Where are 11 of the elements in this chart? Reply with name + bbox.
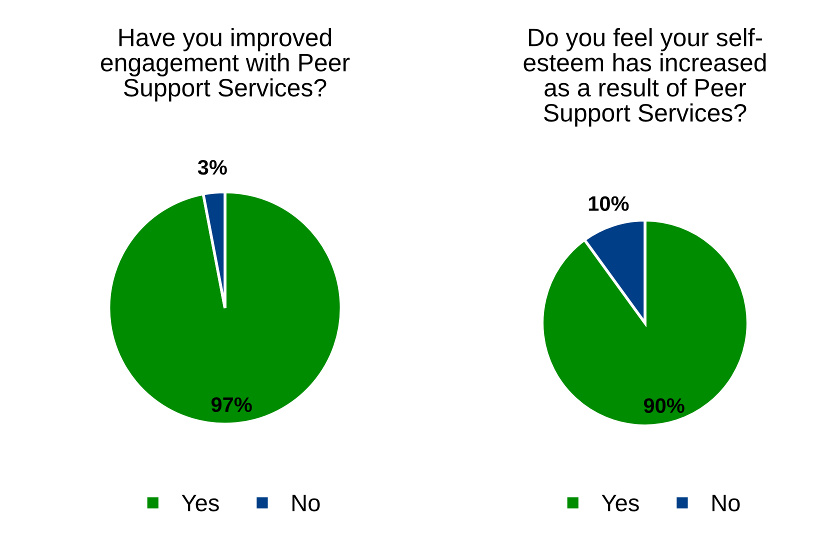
pie-slice [107,190,343,426]
legend-label: Yes [602,494,639,512]
data-label: 10% [588,196,629,211]
legend-label: Yes [182,494,219,512]
data-label: 97% [211,397,252,412]
data-label: 90% [644,398,684,413]
chart-title: Have you improved engagement with Peer Support Services? [100,28,350,102]
data-label: 3% [198,160,227,175]
legend-label: No [292,494,320,512]
legend-label: No [712,494,740,512]
chart-title: Do you feel your self- esteem has increased as a result of Peer Support Services? [524,28,766,127]
